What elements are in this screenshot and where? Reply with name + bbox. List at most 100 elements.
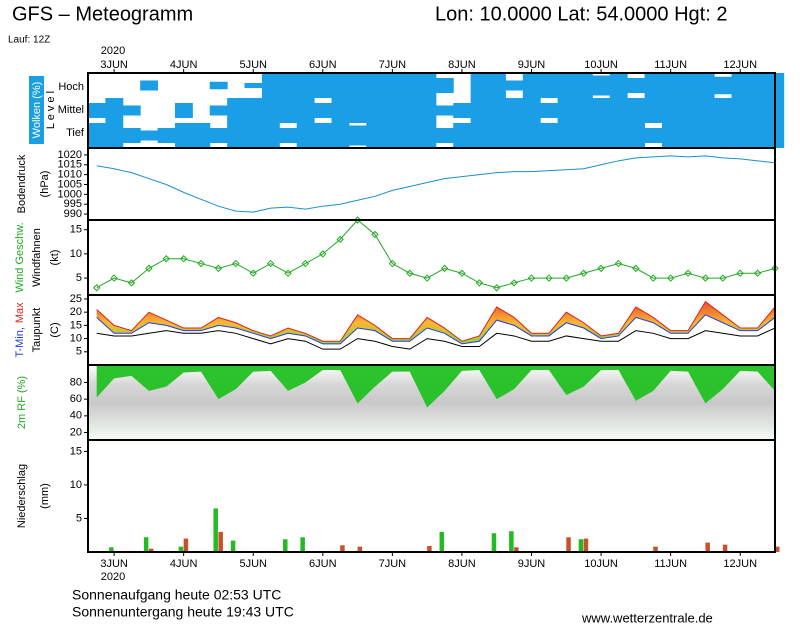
y-tick-label: 15 bbox=[70, 319, 82, 331]
cloud-cell bbox=[661, 123, 680, 148]
y-axis-title: Wind Geschw. bbox=[14, 222, 26, 292]
y-tick-label: 1020 bbox=[58, 149, 82, 161]
x-tick-label: 5JUN bbox=[239, 558, 267, 570]
y-tick-label: 20 bbox=[70, 426, 82, 438]
cloud-cell bbox=[505, 98, 524, 123]
cloud-cell bbox=[383, 73, 402, 98]
cloud-cell bbox=[540, 73, 559, 98]
cloud-cell bbox=[470, 123, 489, 148]
cloud-cell bbox=[296, 73, 315, 98]
cloud-cell bbox=[574, 98, 593, 123]
marker bbox=[301, 259, 310, 268]
cloud-cell bbox=[748, 73, 767, 98]
cloud-cell bbox=[418, 123, 437, 148]
cloud-cell bbox=[209, 105, 228, 116]
cloud-cell bbox=[435, 78, 454, 93]
cloud-cell bbox=[592, 75, 611, 96]
marker bbox=[458, 269, 466, 277]
bar bbox=[775, 546, 780, 552]
sunset: Sonnenuntergang heute 19:43 UTC bbox=[72, 604, 294, 620]
y-tick-label: 1000 bbox=[58, 188, 82, 200]
bar bbox=[653, 546, 658, 552]
cloud-cell bbox=[679, 98, 698, 123]
cloud-cell bbox=[174, 123, 193, 148]
bar bbox=[439, 531, 445, 552]
y-axis-title-part: T-Min, bbox=[14, 327, 26, 358]
cloud-cell bbox=[261, 123, 280, 148]
cloud-cell bbox=[505, 80, 524, 91]
cloud-cell bbox=[261, 73, 280, 98]
cloud-cell bbox=[314, 123, 332, 148]
marker bbox=[371, 230, 379, 239]
year: 2020 bbox=[101, 571, 125, 583]
cloud-cell bbox=[574, 123, 593, 148]
x-tick-label: 3JUN bbox=[100, 59, 128, 71]
bar bbox=[143, 537, 149, 552]
cloud-cell bbox=[470, 73, 489, 98]
y-tick-label: 80 bbox=[70, 376, 82, 388]
x-tick-label: 11JUN bbox=[654, 558, 687, 570]
cloud-cell bbox=[574, 73, 593, 98]
cloud-cell bbox=[644, 98, 663, 123]
cloud-cell bbox=[661, 73, 680, 98]
cloud-cell bbox=[627, 98, 646, 123]
cloud-cell bbox=[227, 98, 246, 123]
x-tick-label: 5JUN bbox=[239, 59, 267, 71]
cloud-cell bbox=[192, 123, 211, 148]
cloud-cell bbox=[366, 98, 385, 123]
y-axis-title: Bodendruck bbox=[16, 154, 28, 213]
panel-frame bbox=[87, 439, 776, 553]
y-tick-label: 40 bbox=[70, 410, 82, 422]
cloud-cell bbox=[696, 123, 715, 148]
x-tick-label: 12JUN bbox=[723, 558, 757, 570]
marker bbox=[614, 259, 623, 268]
cloud-cell bbox=[366, 123, 385, 148]
x-tick-label: 12JUN bbox=[723, 59, 757, 71]
cloud-cell bbox=[279, 98, 298, 123]
y-axis-title: Windfahnen bbox=[31, 228, 43, 287]
marker bbox=[510, 279, 518, 287]
cloud-cell bbox=[714, 76, 733, 95]
x-tick-label: 6JUN bbox=[309, 558, 337, 570]
cloud-cell bbox=[244, 83, 263, 88]
series-line bbox=[96, 300, 776, 342]
cloud-cell bbox=[418, 98, 437, 123]
cloud-cell bbox=[679, 73, 698, 98]
y-tick-label: 10 bbox=[70, 332, 82, 344]
x-tick-label: 3JUN bbox=[100, 558, 128, 570]
y-tick-label: 1010 bbox=[58, 169, 82, 181]
y-axis-title: Wolken (%) bbox=[31, 82, 43, 139]
cloud-cell bbox=[244, 123, 263, 148]
x-tick-label: 4JUN bbox=[170, 558, 198, 570]
run: Lauf: 12Z bbox=[8, 35, 50, 46]
cloud-cell bbox=[731, 73, 750, 98]
cloud-cell bbox=[522, 73, 541, 98]
marker bbox=[527, 274, 536, 282]
cloud-cell bbox=[488, 98, 506, 123]
cloud-cell bbox=[435, 105, 454, 116]
cloud-cell bbox=[140, 130, 159, 141]
cloud-cell bbox=[696, 73, 715, 98]
marker bbox=[284, 269, 292, 277]
y-tick-label: 1015 bbox=[58, 159, 82, 171]
y-axis-title: 2m RF (%) bbox=[16, 376, 28, 429]
y-tick-label: 10 bbox=[70, 479, 82, 491]
cloud-cell bbox=[88, 103, 106, 118]
x-tick-label: 8JUN bbox=[448, 59, 476, 71]
y-tick-label: 20 bbox=[70, 306, 82, 318]
cloud-cell bbox=[401, 73, 419, 98]
cloud-cell bbox=[314, 73, 332, 98]
cloud-cell bbox=[383, 123, 402, 148]
marker bbox=[597, 264, 605, 273]
bar bbox=[722, 544, 728, 552]
cloud-cell bbox=[244, 98, 263, 123]
series-line bbox=[96, 219, 776, 289]
y-tick-label: 995 bbox=[64, 198, 82, 210]
x-tick-label: 4JUN bbox=[170, 59, 198, 71]
bar bbox=[230, 540, 236, 552]
cloud-cell bbox=[557, 73, 576, 98]
marker bbox=[92, 284, 101, 292]
cloud-cell bbox=[557, 123, 576, 148]
cloud-cell bbox=[227, 123, 246, 148]
y-tick-label: 5 bbox=[76, 512, 82, 524]
